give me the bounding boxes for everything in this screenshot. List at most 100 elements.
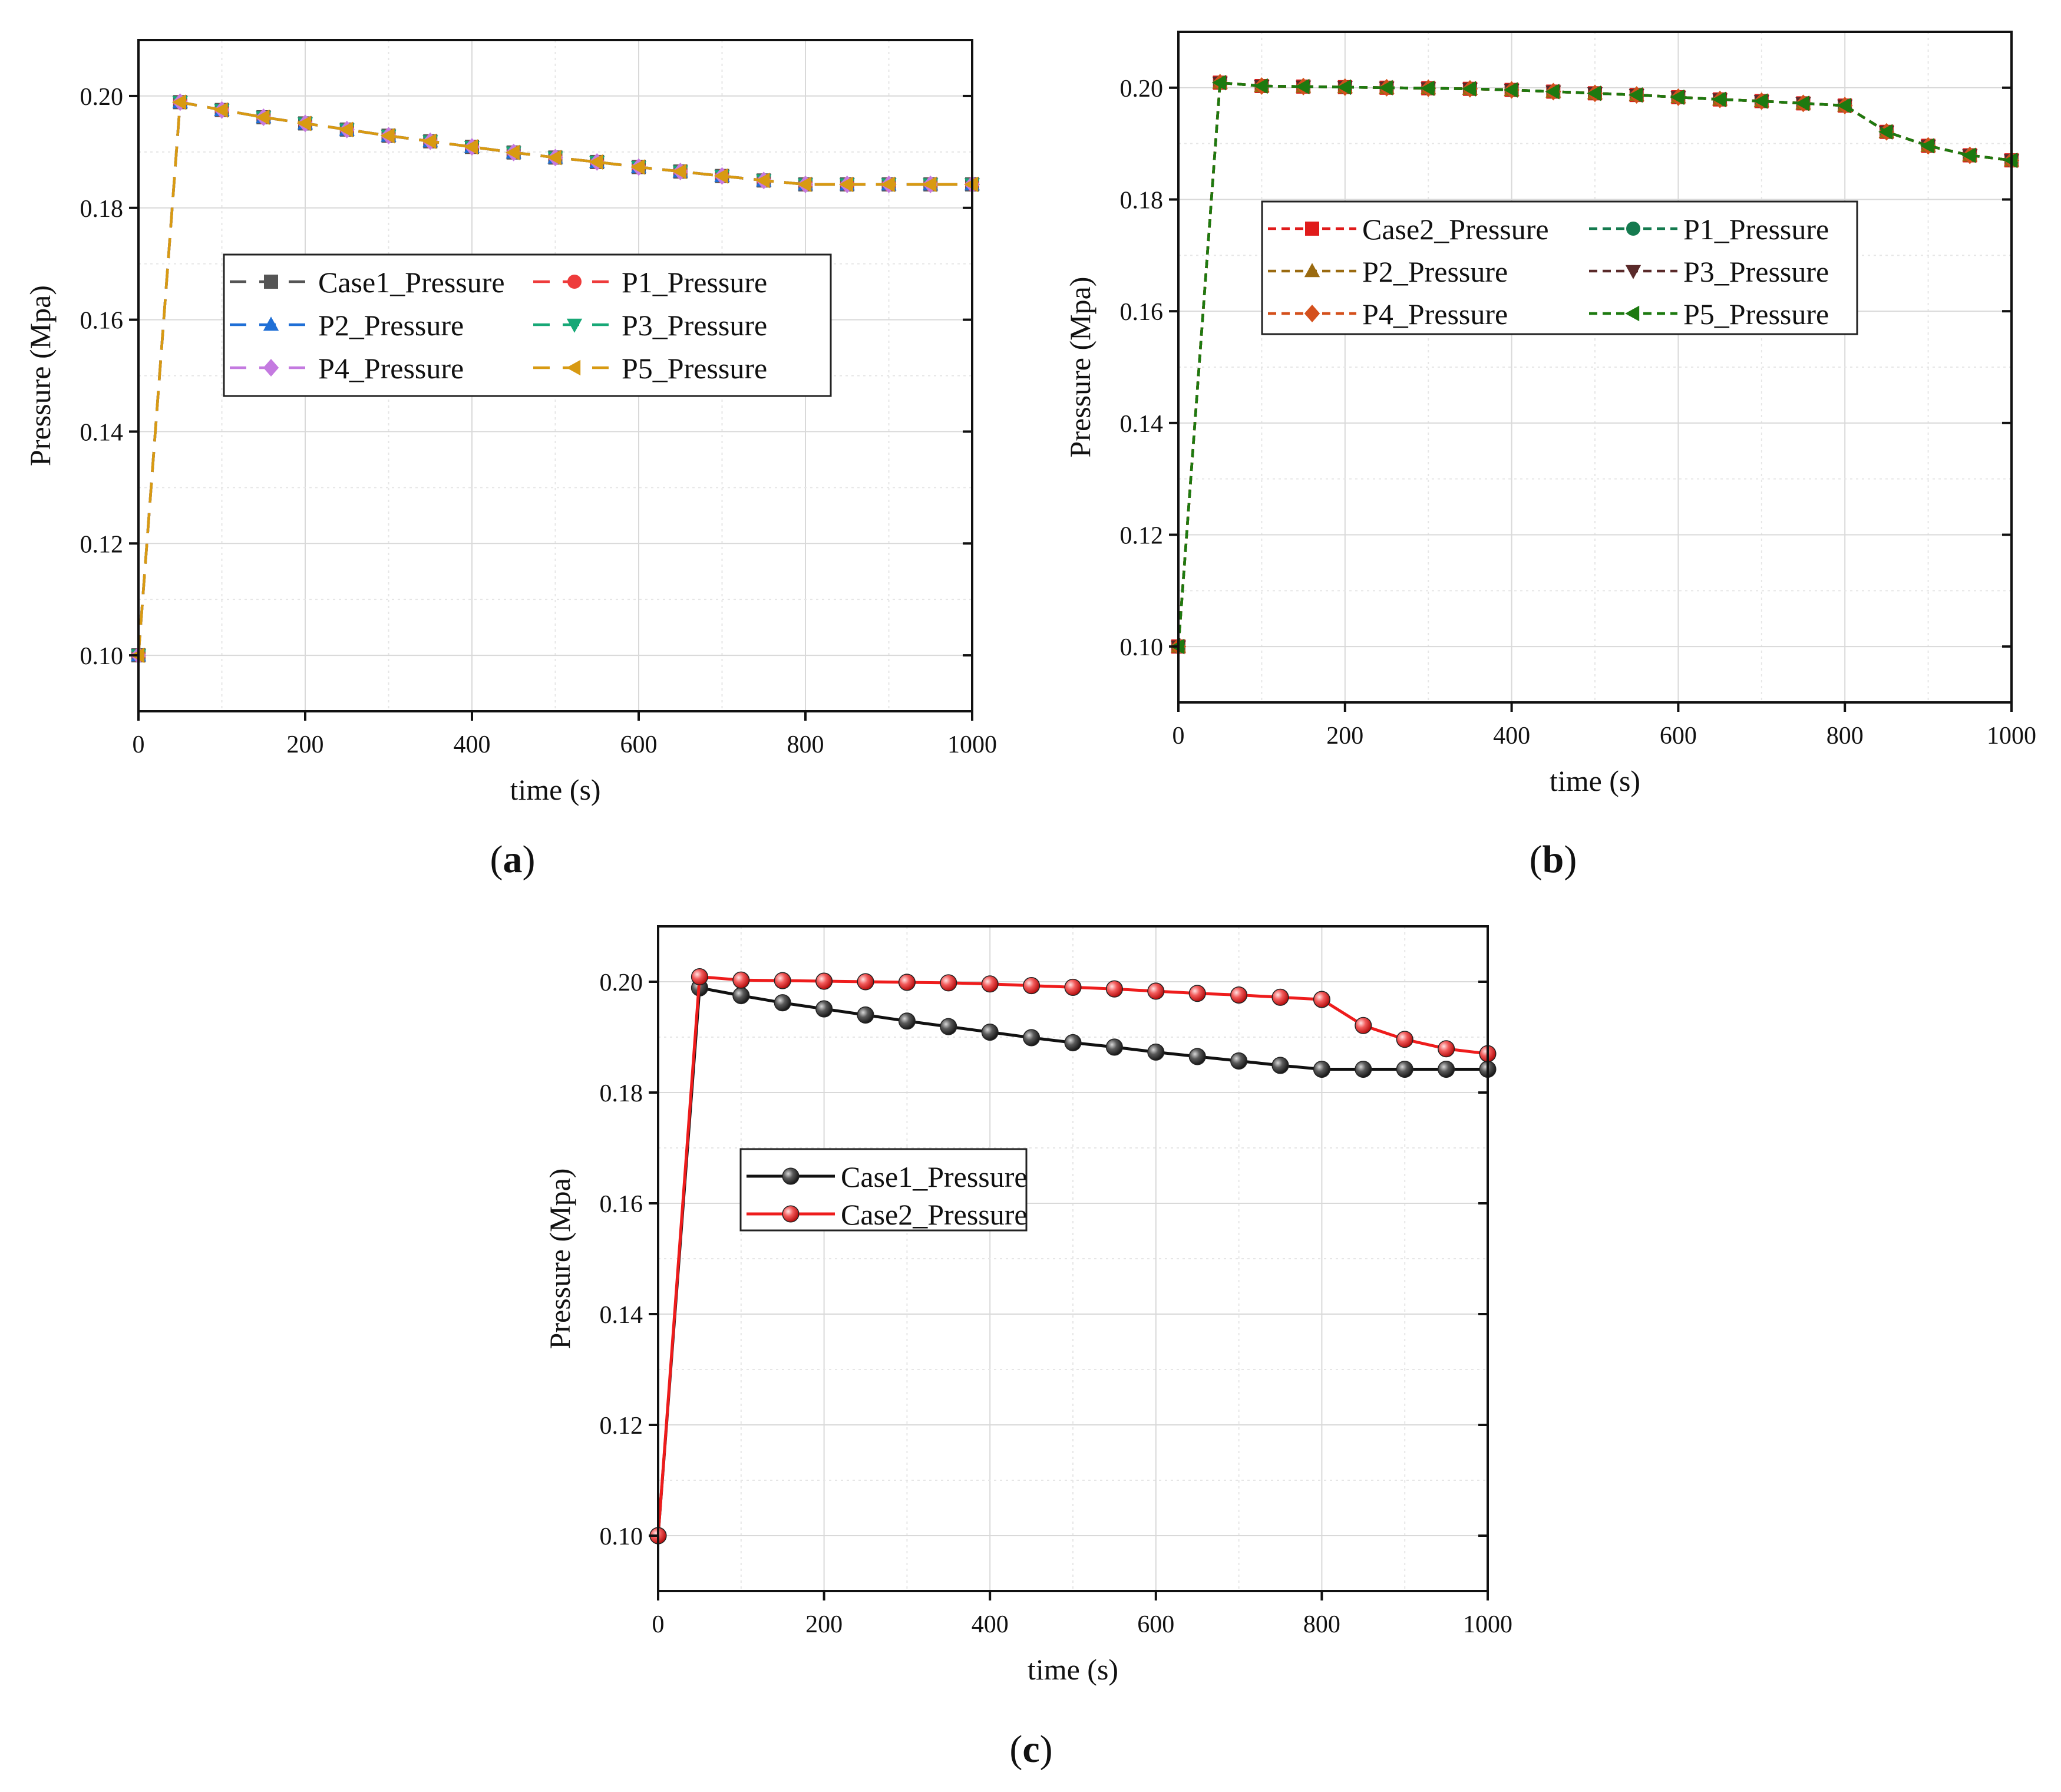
data-point <box>589 154 603 170</box>
y-axis-label-b: Pressure (Mpa) <box>1063 277 1096 458</box>
y-tick-label: 0.10 <box>80 643 124 670</box>
data-point <box>297 115 312 131</box>
data-point <box>1064 1034 1082 1051</box>
data-point <box>1503 82 1518 98</box>
series-layer-c <box>649 968 1497 1545</box>
y-tick-label: 0.10 <box>600 1523 643 1550</box>
series-layer-a <box>130 93 980 665</box>
data-point <box>940 974 957 992</box>
y-tick-label: 0.10 <box>1120 634 1164 661</box>
plot-frame-a <box>137 39 973 712</box>
x-tick-label: 0 <box>652 1611 665 1638</box>
ticks-a <box>129 94 973 721</box>
legend-label: Case1_Pressure <box>841 1160 1028 1193</box>
data-point <box>880 176 895 193</box>
data-point <box>1337 79 1351 95</box>
series-line <box>1177 81 2012 647</box>
data-point <box>1396 1031 1413 1048</box>
y-axis-label-a: Pressure (Mpa) <box>24 285 57 466</box>
data-point <box>857 1006 874 1024</box>
data-point <box>1712 91 1726 107</box>
data-point <box>1462 81 1477 97</box>
legend-marker <box>782 1205 800 1223</box>
data-point <box>1105 1038 1123 1056</box>
y-tick-label: 0.14 <box>80 419 124 446</box>
panel-label-a: (a) <box>490 838 536 881</box>
x-tick-label: 600 <box>1137 1611 1174 1638</box>
data-point <box>774 994 791 1012</box>
ticks-c <box>649 981 1489 1600</box>
data-point <box>898 1012 916 1030</box>
series-P5_Pressure <box>1170 75 2018 655</box>
y-tick-label: 0.14 <box>1120 411 1164 438</box>
legend-a: Case1_Pressure P1_Pressure P2_Pressure P… <box>223 253 832 397</box>
panel-label-c: (c) <box>1009 1728 1052 1771</box>
y-tick-label: 0.12 <box>80 531 124 558</box>
data-point <box>1023 977 1041 995</box>
data-point <box>1795 95 1809 111</box>
x-axis-label-b: time (s) <box>1550 764 1640 797</box>
series-P5_Pressure <box>130 94 979 664</box>
x-tick-label: 200 <box>287 731 324 758</box>
x-axis-label-a: time (s) <box>510 773 600 806</box>
data-point <box>1628 87 1643 103</box>
y-tick-label: 0.16 <box>80 308 124 335</box>
data-point <box>981 975 999 993</box>
data-point <box>1023 1029 1041 1047</box>
data-point <box>838 176 853 193</box>
legend-label: P3_Pressure <box>1683 255 1829 288</box>
y-tick-label: 0.14 <box>600 1302 643 1329</box>
x-tick-label: 600 <box>620 731 658 758</box>
x-tick-label: 1000 <box>1987 722 2036 750</box>
plot-frame-c <box>657 925 1489 1592</box>
data-point <box>1545 84 1560 100</box>
data-point <box>1211 75 1226 91</box>
chart-panel-b: 0 200 400 600 800 1000 0.10 0.12 0.14 0.… <box>1063 31 2036 881</box>
y-tick-labels-b: 0.10 0.12 0.14 0.16 0.18 0.20 <box>1120 75 1164 661</box>
data-point <box>1837 97 1851 114</box>
legend-marker <box>264 275 278 289</box>
legend-b: Case2_Pressure P1_Pressure P2_Pressure P… <box>1261 200 1858 335</box>
data-point <box>1271 988 1289 1006</box>
data-point <box>1378 80 1393 96</box>
legend-label: P2_Pressure <box>318 309 464 342</box>
data-point <box>1920 138 1934 154</box>
chart-panel-a: 0 200 400 600 800 1000 0.10 0.12 0.14 0.… <box>24 39 997 881</box>
legend-marker <box>263 359 279 377</box>
legend-label: P3_Pressure <box>622 309 767 342</box>
legend-marker <box>1625 265 1641 279</box>
legend-marker <box>1625 305 1640 322</box>
data-point <box>672 163 686 180</box>
panel-letter-b: b <box>1543 838 1564 881</box>
legend-label: P4_Pressure <box>1362 298 1508 331</box>
x-tick-label: 800 <box>1827 722 1864 750</box>
data-point <box>857 973 874 991</box>
x-tick-label: 800 <box>787 731 824 758</box>
data-point <box>1230 1052 1248 1070</box>
legend-marker <box>1304 263 1320 278</box>
plot-frame-b <box>1177 31 2013 704</box>
data-point <box>1313 1060 1330 1078</box>
legend-label: P5_Pressure <box>622 352 767 385</box>
legend-label: P2_Pressure <box>1362 255 1508 288</box>
y-tick-label: 0.12 <box>600 1413 643 1440</box>
series-Case2_Pressure <box>649 968 1497 1545</box>
series-layer-b <box>1170 74 2020 656</box>
legend-marker <box>1304 305 1320 322</box>
data-point <box>1670 89 1685 105</box>
data-point <box>505 144 520 160</box>
legend-box-a <box>223 253 832 397</box>
panel-letter-c: c <box>1022 1728 1039 1771</box>
y-tick-label: 0.16 <box>1120 299 1164 326</box>
series-line <box>1177 81 2012 647</box>
data-point <box>981 1023 999 1041</box>
x-tick-labels-c: 0 200 400 600 800 1000 <box>652 1611 1513 1638</box>
data-point <box>940 1018 957 1035</box>
x-tick-label: 800 <box>1303 1611 1340 1638</box>
legend-label: P4_Pressure <box>318 352 464 385</box>
data-point <box>1188 985 1206 1002</box>
series-line <box>1177 81 2012 647</box>
data-point <box>1438 1040 1455 1058</box>
data-point <box>1355 1060 1372 1078</box>
